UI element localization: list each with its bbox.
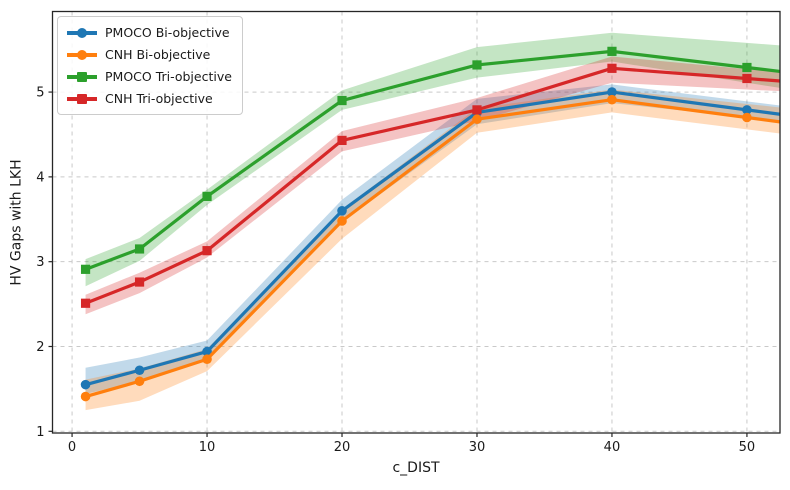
y-tick-label: 2 — [36, 340, 44, 355]
legend-label: PMOCO Bi-objective — [105, 25, 230, 40]
data-point — [607, 46, 617, 56]
data-point — [337, 216, 347, 226]
y-tick-label: 1 — [36, 425, 44, 440]
legend-line-square-icon — [67, 92, 97, 106]
y-tick-label: 4 — [36, 170, 44, 185]
data-point — [472, 105, 482, 115]
y-axis-label: HV Gaps with LKH — [8, 159, 25, 286]
x-tick-label: 40 — [604, 440, 621, 455]
band-PMOCO Tri-objective — [85, 32, 781, 287]
data-point — [202, 346, 212, 357]
legend-label: CNH Tri-objective — [105, 91, 213, 106]
x-tick-label: 30 — [469, 440, 486, 455]
legend-line-circle-icon — [67, 26, 97, 40]
data-point — [134, 244, 145, 254]
data-point — [202, 354, 212, 365]
y-tick-label: 3 — [36, 255, 44, 270]
data-point — [472, 60, 482, 70]
data-point — [80, 264, 91, 274]
legend: PMOCO Bi-objective CNH Bi-objective PMOC… — [57, 16, 243, 115]
plot-border — [51, 10, 781, 434]
y-tick-label: 5 — [36, 86, 44, 101]
data-point — [472, 114, 482, 125]
data-point — [80, 298, 91, 308]
legend-label: CNH Bi-objective — [105, 47, 211, 62]
x-tick-label: 20 — [334, 440, 351, 455]
data-point — [80, 391, 91, 402]
data-point — [607, 94, 617, 105]
legend-item-cnh-tri: CNH Tri-objective — [67, 90, 232, 107]
data-point — [742, 105, 752, 115]
data-point — [134, 277, 145, 287]
legend-item-pmoco-bi: PMOCO Bi-objective — [67, 24, 232, 41]
data-point — [742, 112, 752, 123]
x-axis-label: c_DIST — [392, 460, 440, 476]
data-point — [134, 365, 145, 376]
data-point — [80, 379, 91, 390]
legend-item-cnh-bi: CNH Bi-objective — [67, 46, 232, 63]
legend-label: PMOCO Tri-objective — [105, 69, 232, 84]
x-tick-label: 50 — [739, 440, 756, 455]
data-point — [202, 191, 212, 201]
x-tick-label: 10 — [199, 440, 216, 455]
data-point — [607, 87, 617, 97]
data-point — [202, 246, 212, 256]
series-CNH Tri-objective — [80, 63, 781, 308]
data-point — [337, 206, 347, 216]
series-PMOCO Tri-objective — [80, 46, 781, 274]
data-point — [337, 135, 347, 146]
data-point — [134, 376, 145, 387]
data-point — [742, 62, 752, 73]
axis-ticks: 0 10 20 30 40 50 1 2 3 4 5 — [36, 86, 755, 455]
x-tick-label: 0 — [68, 440, 76, 455]
band-CNH Tri-objective — [85, 56, 781, 315]
legend-line-circle-icon — [67, 48, 97, 62]
series-CNH Bi-objective — [80, 94, 781, 402]
data-point — [337, 95, 347, 106]
series-PMOCO Bi-objective — [80, 87, 781, 390]
data-point — [607, 63, 617, 73]
legend-item-pmoco-tri: PMOCO Tri-objective — [67, 68, 232, 85]
data-point — [742, 73, 752, 84]
legend-line-square-icon — [67, 70, 97, 84]
